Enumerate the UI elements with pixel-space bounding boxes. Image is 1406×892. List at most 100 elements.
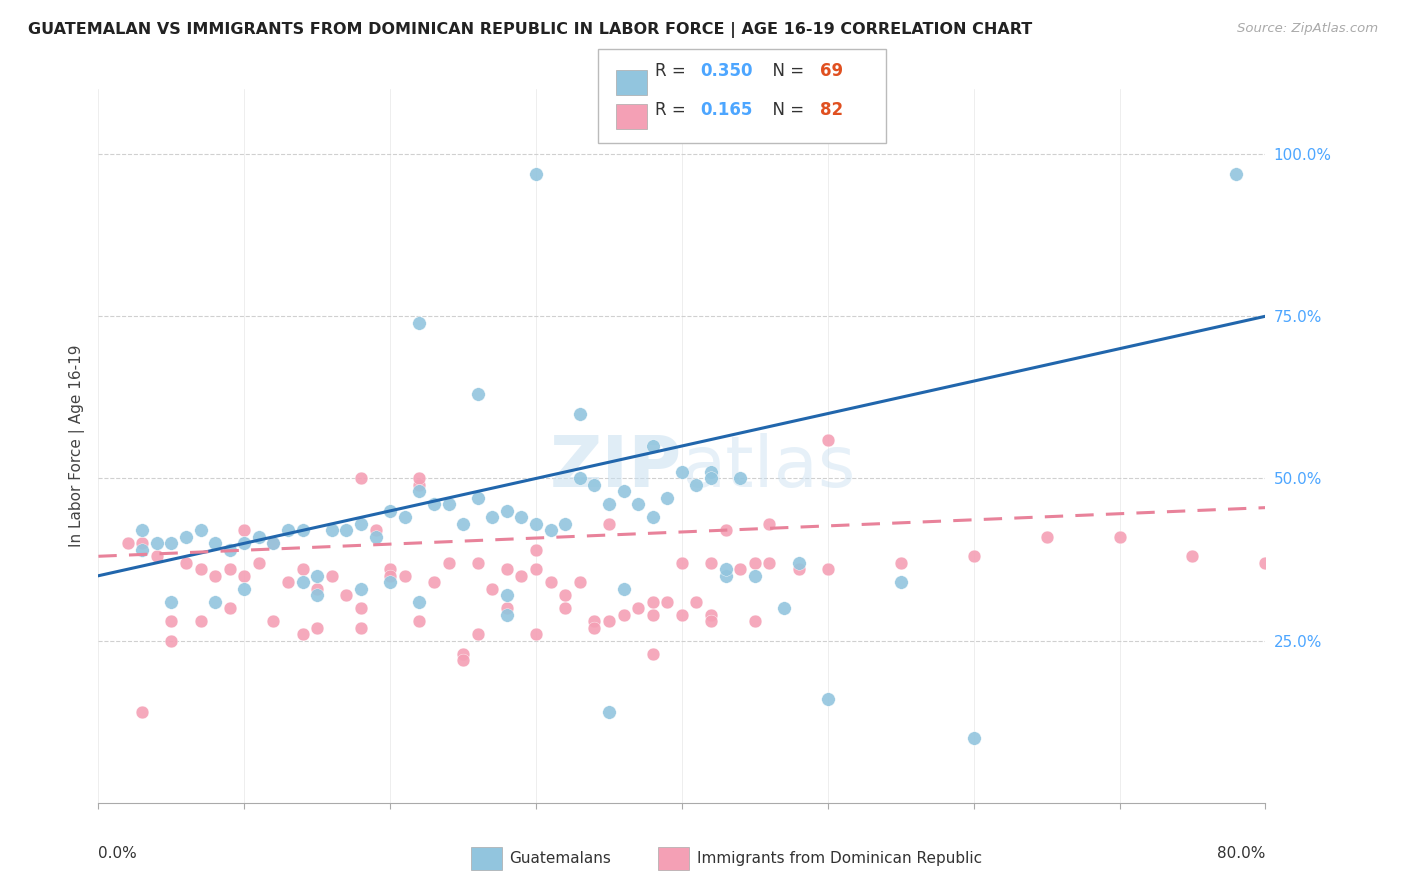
Point: [423, 575, 446, 590]
Point: [451, 653, 474, 667]
Point: [131, 536, 153, 550]
Point: [190, 614, 212, 628]
Text: atlas: atlas: [682, 433, 856, 502]
Point: [583, 621, 606, 635]
Text: 0.165: 0.165: [700, 101, 752, 119]
Point: [408, 614, 430, 628]
Point: [408, 484, 430, 499]
Point: [554, 601, 576, 615]
Point: [524, 542, 547, 557]
Point: [262, 536, 284, 550]
Point: [233, 582, 256, 596]
Point: [350, 601, 373, 615]
Text: Source: ZipAtlas.com: Source: ZipAtlas.com: [1237, 22, 1378, 36]
Point: [524, 516, 547, 531]
Point: [131, 524, 153, 538]
Point: [174, 530, 197, 544]
Point: [524, 167, 547, 181]
Point: [598, 497, 620, 511]
Point: [291, 575, 314, 590]
Point: [641, 647, 664, 661]
Text: GUATEMALAN VS IMMIGRANTS FROM DOMINICAN REPUBLIC IN LABOR FORCE | AGE 16-19 CORR: GUATEMALAN VS IMMIGRANTS FROM DOMINICAN …: [28, 22, 1032, 38]
Point: [641, 510, 664, 524]
Point: [612, 582, 634, 596]
Point: [467, 387, 489, 401]
Point: [218, 562, 240, 576]
Point: [364, 530, 387, 544]
Point: [568, 471, 591, 485]
Point: [495, 607, 517, 622]
Point: [568, 575, 591, 590]
Point: [350, 471, 373, 485]
Point: [1254, 556, 1277, 570]
Point: [714, 562, 737, 576]
Point: [394, 510, 416, 524]
Point: [160, 633, 183, 648]
Point: [700, 614, 723, 628]
Point: [451, 516, 474, 531]
Point: [1108, 530, 1130, 544]
Point: [481, 582, 503, 596]
Text: R =: R =: [655, 62, 692, 80]
Point: [378, 568, 402, 582]
Point: [962, 731, 984, 745]
Point: [598, 705, 620, 719]
Point: [131, 705, 153, 719]
Point: [277, 575, 299, 590]
Point: [307, 568, 329, 582]
Point: [467, 556, 489, 570]
Point: [262, 614, 284, 628]
Point: [671, 556, 693, 570]
Point: [671, 607, 693, 622]
Point: [1181, 549, 1204, 564]
Point: [700, 471, 723, 485]
Point: [554, 516, 576, 531]
Point: [204, 595, 226, 609]
Point: [817, 433, 839, 447]
Point: [423, 497, 446, 511]
Point: [641, 607, 664, 622]
Point: [190, 524, 212, 538]
Point: [394, 568, 416, 582]
Point: [641, 439, 664, 453]
Point: [160, 614, 183, 628]
Point: [174, 556, 197, 570]
Point: [962, 549, 984, 564]
Point: [467, 491, 489, 505]
Point: [583, 614, 606, 628]
Point: [131, 542, 153, 557]
Point: [495, 504, 517, 518]
Point: [262, 536, 284, 550]
Point: [408, 316, 430, 330]
Point: [350, 621, 373, 635]
Text: Guatemalans: Guatemalans: [509, 851, 610, 865]
Text: 69: 69: [820, 62, 842, 80]
Point: [728, 562, 751, 576]
Point: [657, 491, 679, 505]
Point: [671, 465, 693, 479]
Point: [568, 407, 591, 421]
Point: [627, 497, 650, 511]
Point: [612, 484, 634, 499]
Point: [1225, 167, 1247, 181]
Point: [408, 478, 430, 492]
Y-axis label: In Labor Force | Age 16-19: In Labor Force | Age 16-19: [69, 344, 84, 548]
Point: [714, 568, 737, 582]
Point: [598, 614, 620, 628]
Point: [714, 524, 737, 538]
Point: [378, 575, 402, 590]
Point: [204, 568, 226, 582]
Point: [495, 562, 517, 576]
Point: [291, 524, 314, 538]
Text: 0.0%: 0.0%: [98, 846, 138, 861]
Point: [350, 582, 373, 596]
Text: Immigrants from Dominican Republic: Immigrants from Dominican Republic: [697, 851, 983, 865]
Text: R =: R =: [655, 101, 692, 119]
Point: [233, 524, 256, 538]
Point: [451, 647, 474, 661]
Point: [437, 497, 460, 511]
Point: [495, 588, 517, 602]
Point: [524, 627, 547, 641]
Point: [817, 562, 839, 576]
Point: [773, 601, 796, 615]
